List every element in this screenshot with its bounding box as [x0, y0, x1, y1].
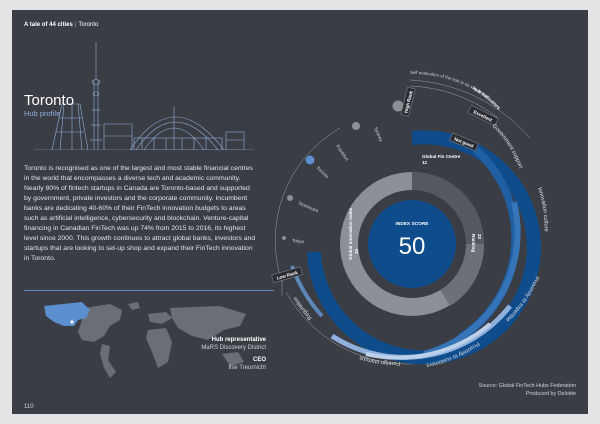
inner-right-label: Ranking	[471, 234, 476, 252]
city-label-stockholm: Stockholm	[298, 200, 320, 213]
low-rank-label: Low Rank	[276, 270, 299, 281]
city-label-tokyo: Tokyo	[292, 238, 305, 244]
low-rank-tag: Low Rank	[271, 266, 303, 284]
produced-by-text: Produced by Deloitte	[525, 391, 576, 397]
bubble-toronto	[305, 155, 315, 165]
city-label-sydney: Sydney	[373, 126, 384, 143]
divider-line	[24, 290, 274, 291]
area-foreign-startups: Foreign startups	[359, 354, 400, 366]
global-innovation-label: Global innovation index	[348, 207, 353, 260]
toronto-skyline-illustration	[34, 42, 254, 150]
ceo-value: Ilse Treurnicht	[228, 365, 266, 371]
high-rank-label: High Rank	[403, 90, 413, 114]
page-header: A tale of 44 cities | Toronto	[24, 22, 98, 28]
page-number: 110	[24, 404, 34, 410]
high-rank-tag: High Rank	[400, 86, 416, 117]
page-title: Toronto	[24, 92, 75, 109]
city-ranking-bubbles	[282, 100, 404, 240]
global-fin-centre-value: 12	[422, 160, 428, 165]
excellent-tag: Excellent	[467, 105, 499, 126]
index-score-value: 50	[399, 233, 426, 260]
inner-right-value: 22	[477, 234, 482, 240]
source-text: Source: Global FinTech Hubs Federation	[478, 383, 576, 389]
ceo-label: CEO	[252, 357, 266, 363]
toronto-marker	[70, 320, 74, 324]
hub-score-radial-chart: INDEX SCORE 50 Global Fin Centre 12 Glob…	[271, 70, 549, 368]
global-fin-centre-label: Global Fin Centre	[422, 154, 461, 159]
people-block: Hub representative MaRS Discovery Distri…	[201, 336, 266, 372]
city-label-frankfurt: Frankfurt	[335, 144, 350, 163]
global-innovation-value: 15	[354, 248, 359, 254]
hub-representative-value: MaRS Discovery District	[201, 345, 266, 351]
hub-representative-label: Hub representative	[211, 337, 266, 343]
bubble-frankfurt	[352, 122, 360, 130]
bubble-sydney	[392, 100, 404, 112]
infographic-page: A tale of 44 cities | Toronto	[12, 10, 588, 414]
bubble-stockholm	[287, 195, 293, 201]
series-title: A tale of 44 cities	[24, 22, 73, 28]
hub-description: Toronto is recognised as one of the larg…	[24, 165, 256, 262]
page-subtitle: Hub profile	[24, 109, 61, 118]
canada-shape	[44, 302, 90, 326]
bubble-tokyo	[282, 236, 286, 240]
source-credit: Source: Global FinTech Hubs Federation P…	[479, 382, 576, 398]
header-city: Toronto	[78, 22, 99, 28]
world-map-canada-highlight	[44, 302, 246, 378]
index-score-label: INDEX SCORE	[395, 221, 429, 227]
area-foreign-startups-text: Foreign startups	[359, 354, 400, 366]
city-label-toronto: Toronto	[315, 165, 330, 180]
header-separator: |	[74, 22, 77, 28]
